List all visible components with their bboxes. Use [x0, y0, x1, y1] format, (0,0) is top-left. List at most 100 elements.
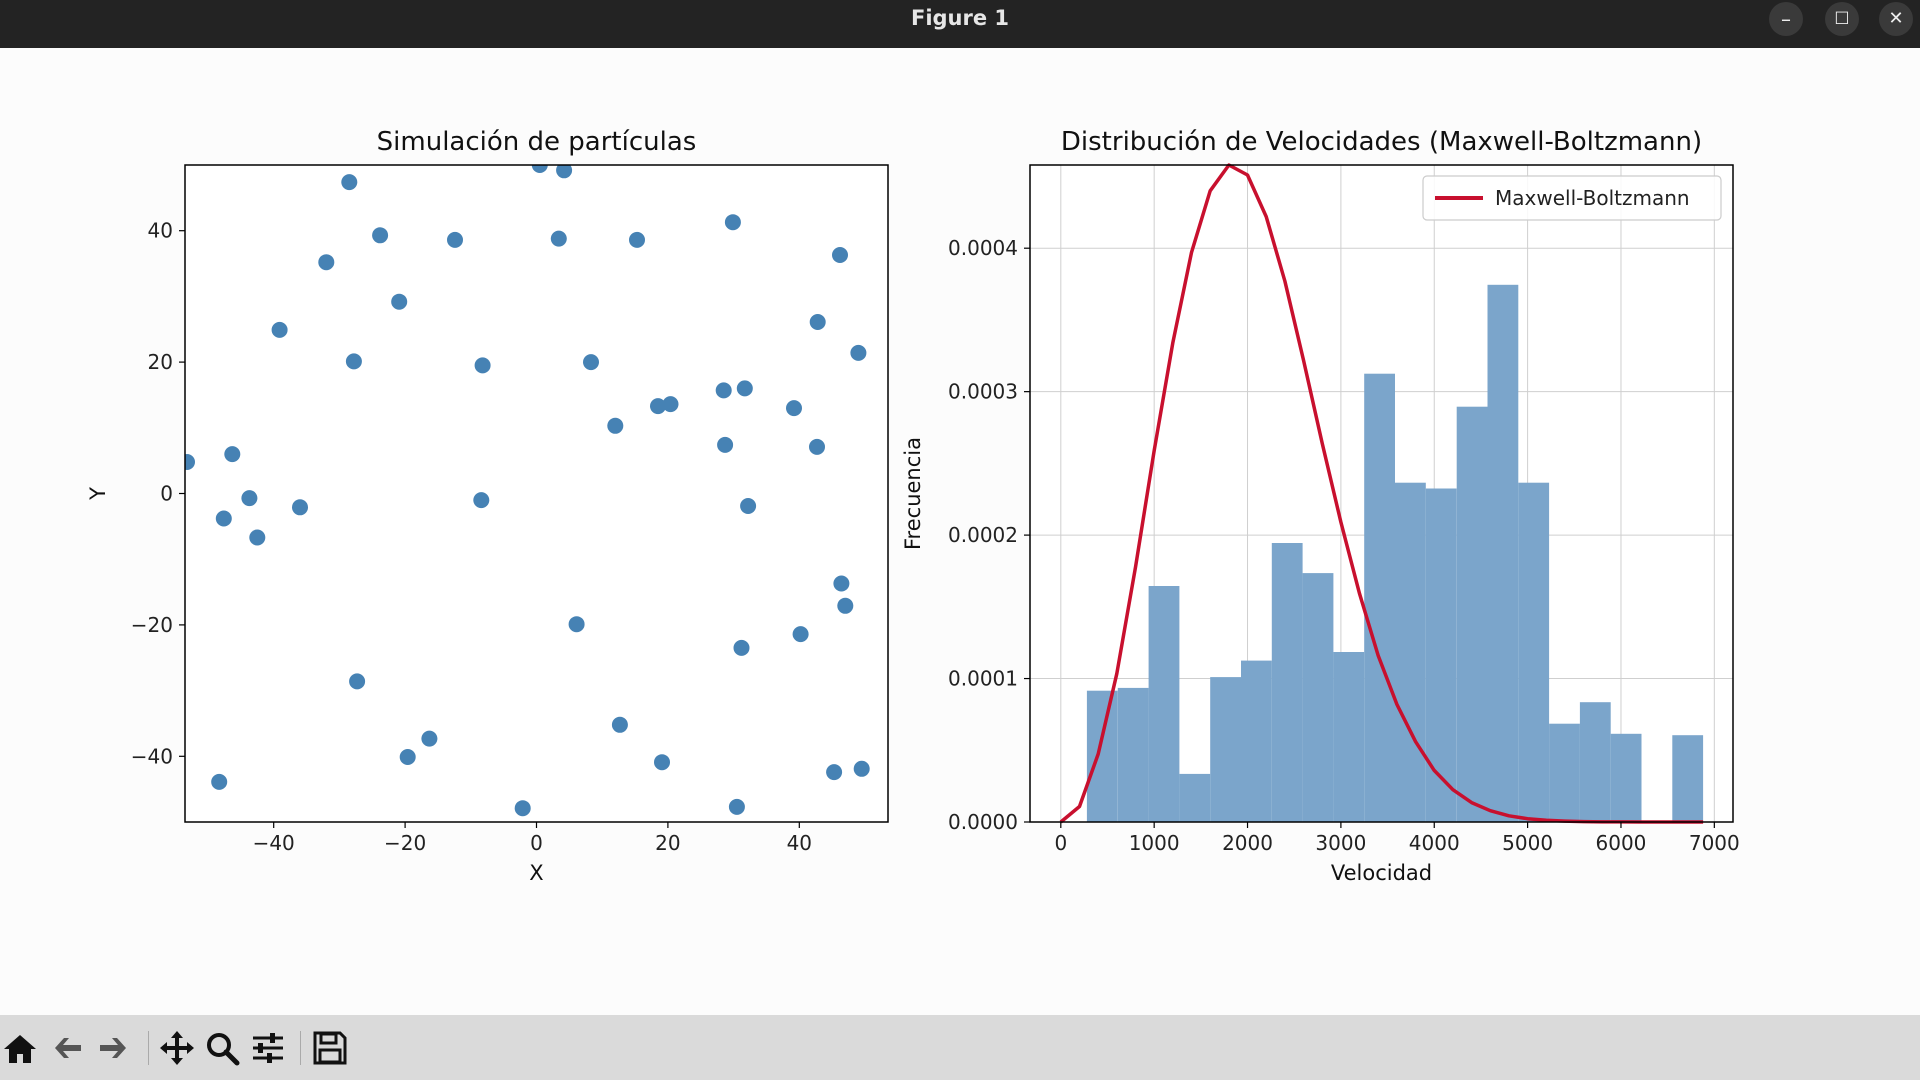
histogram-bar: [1117, 687, 1149, 822]
scatter-point: [850, 344, 867, 361]
x-tick-label: 5000: [1502, 831, 1553, 855]
y-tick-label: 20: [148, 350, 173, 374]
scatter-point: [556, 165, 573, 179]
legend-box: [1422, 175, 1722, 221]
scatter-point: [568, 616, 585, 633]
histogram-bar: [1425, 488, 1457, 822]
legend: Maxwell-Boltzmann: [1422, 175, 1722, 221]
histogram-bar: [1302, 573, 1334, 822]
y-tick-label: 0.0004: [948, 236, 1018, 260]
y-axis-label: Frecuencia: [901, 437, 925, 550]
y-tick-label: 40: [148, 219, 173, 243]
save-button[interactable]: [310, 1028, 350, 1068]
zoom-button[interactable]: [202, 1028, 242, 1068]
scatter-point: [531, 165, 548, 173]
scatter-point: [786, 400, 802, 417]
scatter-point: [185, 454, 195, 470]
scatter-point: [724, 214, 741, 231]
scatter-point: [447, 231, 463, 248]
scatter-point: [809, 314, 826, 330]
x-tick-label: 0: [530, 831, 543, 855]
scatter-point: [249, 529, 266, 546]
histogram-title: Distribución de Velocidades (Maxwell-Bol…: [1061, 127, 1702, 157]
y-tick-label: 0.0002: [948, 523, 1018, 547]
scatter-point: [372, 227, 389, 244]
x-tick-label: 0: [1054, 831, 1067, 855]
y-tick-label: −40: [131, 744, 173, 768]
x-tick-label: 20: [655, 831, 680, 855]
y-axis-label: Y: [86, 487, 110, 501]
x-tick-label: 2000: [1222, 831, 1273, 855]
x-tick-label: 3000: [1315, 831, 1366, 855]
y-tick-label: −20: [131, 613, 173, 637]
configure-subplots-button[interactable]: [248, 1028, 288, 1068]
scatter-point: [550, 230, 567, 247]
scatter-point: [832, 247, 848, 263]
x-tick-label: 6000: [1596, 831, 1647, 855]
scatter-point: [421, 730, 438, 747]
scatter-point: [853, 760, 870, 777]
histogram-bar: [1179, 773, 1211, 822]
histogram-bar: [1395, 482, 1426, 822]
pan-button[interactable]: [157, 1028, 197, 1068]
minimize-button[interactable]: –: [1769, 2, 1803, 36]
home-button[interactable]: [0, 1028, 40, 1068]
scatter-point: [740, 498, 757, 514]
maximize-button[interactable]: ☐: [1825, 2, 1859, 36]
scatter-point: [514, 800, 531, 817]
x-tick-label: 4000: [1409, 831, 1460, 855]
figure-canvas[interactable]: −40 −20 0 20 40 −40 −20 0 20 40 Simulación de part…: [0, 48, 1920, 1015]
histogram-bar: [1549, 723, 1580, 822]
close-button[interactable]: ✕: [1879, 2, 1913, 36]
toolbar-separator: [148, 1031, 149, 1065]
back-button[interactable]: [47, 1028, 87, 1068]
y-tick-label: 0.0001: [948, 667, 1018, 691]
scatter-point: [662, 396, 679, 413]
scatter-point: [717, 436, 734, 453]
histogram-bar: [1610, 733, 1642, 822]
floppy-disk-icon: [313, 1031, 347, 1065]
window-title: Figure 1: [910, 6, 1010, 30]
scatter-point: [833, 575, 850, 592]
scatter-point: [607, 417, 624, 434]
arrow-right-icon: [100, 1038, 126, 1058]
histogram-bar: [1271, 543, 1303, 822]
scatter-point: [349, 673, 366, 690]
scatter-point: [224, 446, 241, 463]
figure-svg: −40 −20 0 20 40 −40 −20 0 20 40 Simulación de part…: [86, 127, 1740, 885]
scatter-title: Simulación de partículas: [377, 127, 697, 157]
x-tick-label: −20: [384, 831, 426, 855]
histogram-bar: [1364, 373, 1395, 822]
histogram-bar: [1086, 690, 1118, 822]
scatter-point: [792, 626, 809, 643]
home-icon: [4, 1035, 36, 1063]
histogram-plot: 0 1000 2000 3000 4000 5000 6000 7000 0.0000 0.000…: [901, 127, 1740, 885]
y-tick-label: 0.0000: [948, 810, 1018, 834]
histogram-bar: [1241, 660, 1272, 822]
x-tick-label: −40: [253, 831, 295, 855]
x-axis-label: Velocidad: [1331, 861, 1432, 885]
histogram-bar: [1456, 406, 1488, 822]
scatter-point: [318, 254, 335, 271]
legend-entry: Maxwell-Boltzmann: [1495, 186, 1690, 210]
scatter-point: [715, 382, 732, 399]
scatter-point: [399, 749, 416, 765]
forward-button[interactable]: [94, 1028, 134, 1068]
scatter-points: [185, 165, 870, 817]
move-icon: [160, 1031, 194, 1065]
scatter-point: [728, 798, 745, 815]
x-axis-label: X: [529, 861, 543, 885]
sliders-icon: [253, 1033, 283, 1063]
scatter-point: [211, 773, 228, 790]
scatter-point: [654, 754, 670, 771]
navigation-toolbar: [0, 1015, 1920, 1080]
toolbar-separator: [300, 1031, 301, 1065]
scatter-point: [391, 293, 408, 310]
magnifier-icon: [207, 1033, 240, 1066]
scatter-point: [473, 492, 490, 509]
y-tick-label: 0: [160, 482, 173, 506]
scatter-point: [736, 380, 753, 397]
histogram-bar: [1672, 735, 1704, 822]
x-tick-label: 7000: [1689, 831, 1740, 855]
arrow-left-icon: [55, 1038, 81, 1058]
